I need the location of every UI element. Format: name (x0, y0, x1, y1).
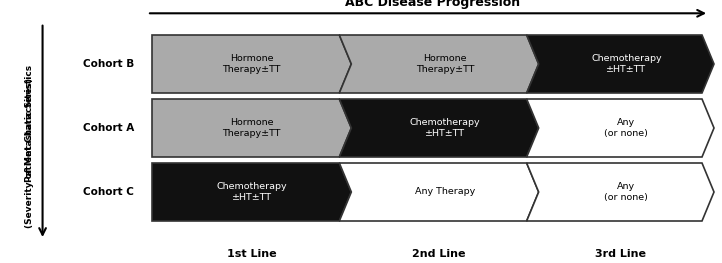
Text: Chemotherapy
±HT±TT: Chemotherapy ±HT±TT (217, 182, 287, 202)
Text: Chemotherapy
±HT±TT: Chemotherapy ±HT±TT (591, 54, 661, 74)
Text: Cohort C: Cohort C (83, 187, 134, 197)
Text: Any Therapy: Any Therapy (415, 188, 475, 196)
Polygon shape (339, 163, 539, 221)
Polygon shape (152, 163, 352, 221)
Polygon shape (526, 99, 714, 157)
Text: Cohort B: Cohort B (83, 59, 134, 69)
Polygon shape (526, 163, 714, 221)
Text: ABC Disease Progression: ABC Disease Progression (345, 0, 521, 9)
Polygon shape (339, 35, 539, 93)
Polygon shape (526, 35, 714, 93)
Text: 3rd Line: 3rd Line (595, 249, 646, 259)
Polygon shape (152, 35, 352, 93)
Text: 1st Line: 1st Line (227, 249, 277, 259)
Polygon shape (152, 99, 352, 157)
Text: 2nd Line: 2nd Line (412, 249, 466, 259)
Text: Patient Characteristics: Patient Characteristics (25, 65, 34, 182)
Text: Any
(or none): Any (or none) (604, 182, 648, 202)
Text: Hormone
Therapy±TT: Hormone Therapy±TT (222, 54, 281, 74)
Text: Hormone
Therapy±TT: Hormone Therapy±TT (222, 118, 281, 138)
Text: Chemotherapy
±HT±TT: Chemotherapy ±HT±TT (409, 118, 480, 138)
Text: Any
(or none): Any (or none) (604, 118, 648, 138)
Text: Cohort A: Cohort A (83, 123, 134, 133)
Text: Hormone
Therapy±TT: Hormone Therapy±TT (416, 54, 474, 74)
Text: (Severity of Metastatic Sites): (Severity of Metastatic Sites) (25, 78, 34, 228)
Polygon shape (339, 99, 539, 157)
